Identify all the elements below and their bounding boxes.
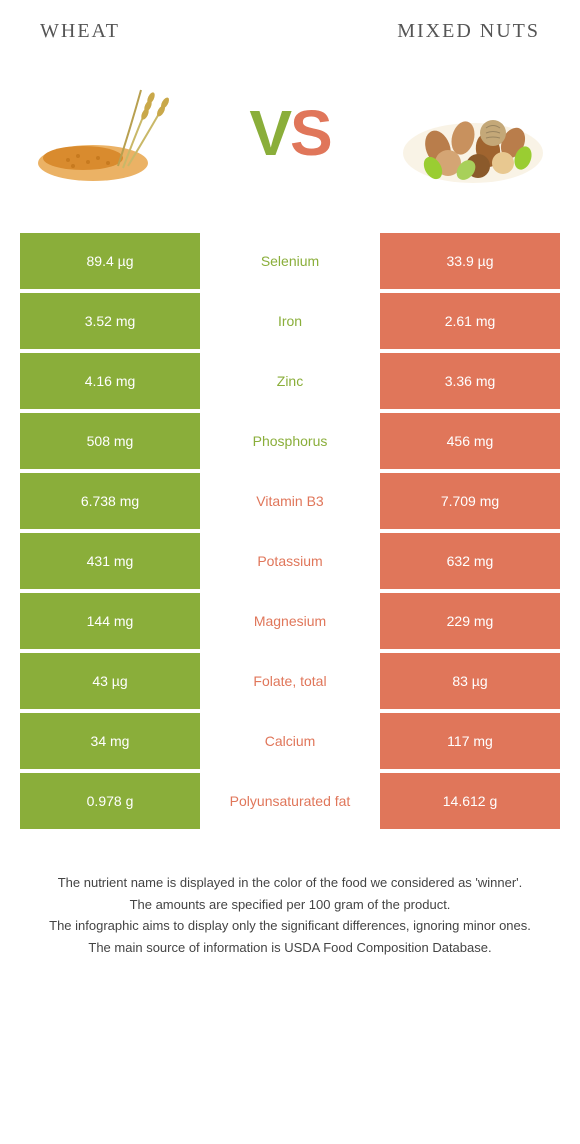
left-value: 89.4 µg — [20, 233, 200, 289]
right-value: 117 mg — [380, 713, 560, 769]
left-value: 3.52 mg — [20, 293, 200, 349]
footer-line-2: The amounts are specified per 100 gram o… — [30, 895, 550, 915]
nutrient-label: Potassium — [200, 533, 380, 589]
table-row: 508 mgPhosphorus456 mg — [20, 413, 560, 469]
nutrient-label: Selenium — [200, 233, 380, 289]
left-value: 43 µg — [20, 653, 200, 709]
footer-notes: The nutrient name is displayed in the co… — [0, 833, 580, 979]
nutrient-table: 89.4 µgSelenium33.9 µg3.52 mgIron2.61 mg… — [0, 233, 580, 829]
table-row: 144 mgMagnesium229 mg — [20, 593, 560, 649]
nutrient-label: Zinc — [200, 353, 380, 409]
nutrient-label: Vitamin B3 — [200, 473, 380, 529]
table-row: 431 mgPotassium632 mg — [20, 533, 560, 589]
footer-line-3: The infographic aims to display only the… — [30, 916, 550, 936]
left-value: 4.16 mg — [20, 353, 200, 409]
right-value: 14.612 g — [380, 773, 560, 829]
left-value: 34 mg — [20, 713, 200, 769]
mixed-nuts-image — [385, 73, 560, 193]
nutrient-label: Polyunsaturated fat — [200, 773, 380, 829]
wheat-image — [20, 73, 195, 193]
right-food-title: Mixed nuts — [397, 20, 540, 43]
vs-label: VS — [249, 96, 330, 170]
table-row: 43 µgFolate, total83 µg — [20, 653, 560, 709]
nutrient-label: Folate, total — [200, 653, 380, 709]
images-row: VS — [0, 53, 580, 233]
right-value: 83 µg — [380, 653, 560, 709]
left-value: 6.738 mg — [20, 473, 200, 529]
table-row: 89.4 µgSelenium33.9 µg — [20, 233, 560, 289]
left-value: 508 mg — [20, 413, 200, 469]
left-value: 0.978 g — [20, 773, 200, 829]
right-value: 456 mg — [380, 413, 560, 469]
vs-s-letter: S — [290, 97, 331, 169]
right-value: 3.36 mg — [380, 353, 560, 409]
table-row: 3.52 mgIron2.61 mg — [20, 293, 560, 349]
footer-line-1: The nutrient name is displayed in the co… — [30, 873, 550, 893]
right-value: 7.709 mg — [380, 473, 560, 529]
right-value: 632 mg — [380, 533, 560, 589]
nutrient-label: Magnesium — [200, 593, 380, 649]
footer-line-4: The main source of information is USDA F… — [30, 938, 550, 958]
nutrient-label: Iron — [200, 293, 380, 349]
table-row: 34 mgCalcium117 mg — [20, 713, 560, 769]
vs-v-letter: V — [249, 97, 290, 169]
table-row: 0.978 gPolyunsaturated fat14.612 g — [20, 773, 560, 829]
table-row: 6.738 mgVitamin B37.709 mg — [20, 473, 560, 529]
right-value: 2.61 mg — [380, 293, 560, 349]
left-value: 431 mg — [20, 533, 200, 589]
right-value: 33.9 µg — [380, 233, 560, 289]
nutrient-label: Calcium — [200, 713, 380, 769]
header: Wheat Mixed nuts — [0, 0, 580, 53]
table-row: 4.16 mgZinc3.36 mg — [20, 353, 560, 409]
nutrient-label: Phosphorus — [200, 413, 380, 469]
right-value: 229 mg — [380, 593, 560, 649]
left-food-title: Wheat — [40, 20, 120, 43]
left-value: 144 mg — [20, 593, 200, 649]
